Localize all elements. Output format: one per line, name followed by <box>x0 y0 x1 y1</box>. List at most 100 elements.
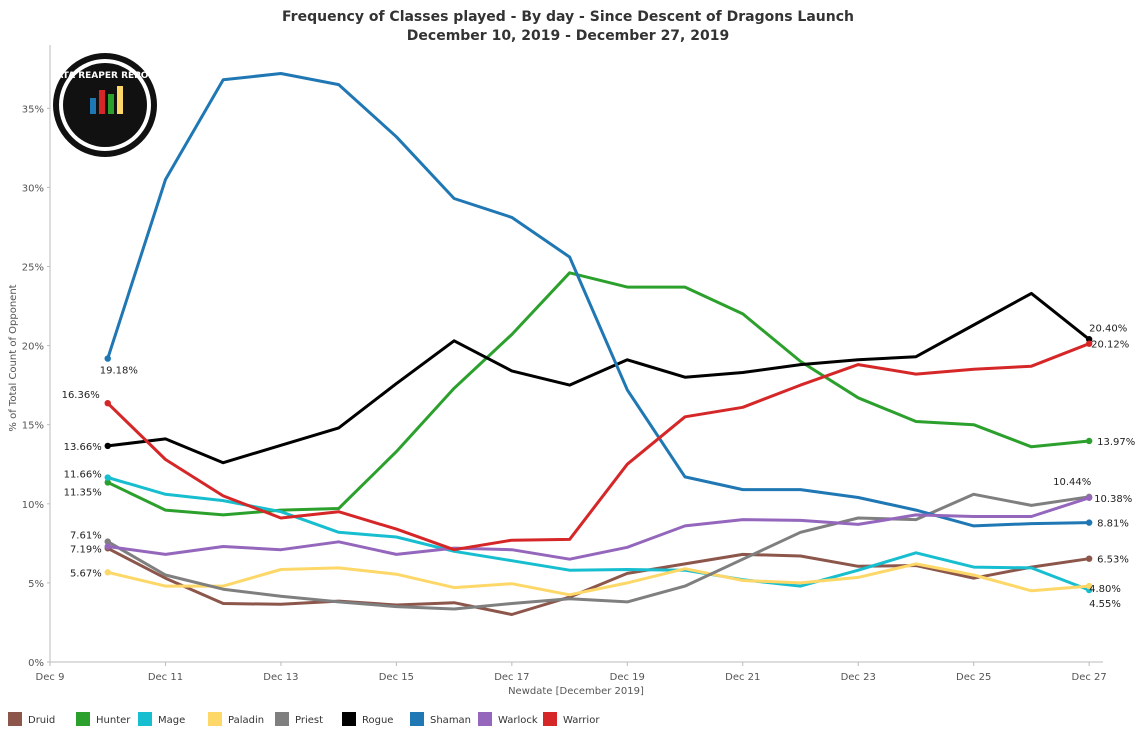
end-value-label-paladin: 4.80% <box>1089 584 1121 595</box>
legend-swatch <box>543 712 557 726</box>
series-end-point-shaman <box>1085 519 1093 526</box>
end-value-label-priest: 10.44% <box>1053 477 1091 488</box>
legend-swatch <box>342 712 356 726</box>
x-tick-label: Dec 21 <box>725 672 760 683</box>
legend-label: Mage <box>158 715 185 726</box>
chart-subtitle: December 10, 2019 - December 27, 2019 <box>407 28 729 44</box>
x-tick-label: Dec 27 <box>1072 672 1107 683</box>
start-value-label-shaman: 19.18% <box>100 366 138 377</box>
legend-label: Priest <box>295 715 323 726</box>
logo-bar-blue <box>90 98 96 114</box>
series-start-point-priest <box>104 538 111 545</box>
legend-swatch <box>410 712 424 726</box>
x-tick-label: Dec 15 <box>379 672 414 683</box>
legend-swatch <box>138 712 152 726</box>
end-value-label-hunter: 13.97% <box>1097 437 1135 448</box>
legend-item-priest: Priest <box>275 712 323 726</box>
y-tick-label: 5% <box>28 579 44 590</box>
start-value-label-hunter: 11.35% <box>64 487 102 498</box>
series-line-rogue <box>107 291 1091 465</box>
series-line-warlock <box>107 496 1090 561</box>
series-layer <box>104 72 1093 616</box>
legend-item-hunter: Hunter <box>76 712 131 726</box>
legend-swatch <box>478 712 492 726</box>
series-line-warrior <box>106 342 1090 552</box>
x-axis-label: Newdate [December 2019] <box>508 686 644 697</box>
series-start-point-hunter <box>104 479 111 486</box>
legend-swatch <box>76 712 90 726</box>
legend-label: Druid <box>28 715 55 726</box>
chart-title: Frequency of Classes played - By day - S… <box>282 9 854 25</box>
start-value-label-mage: 11.66% <box>64 470 102 481</box>
logo-bar-red <box>99 90 105 114</box>
series-end-point-druid <box>1085 555 1093 562</box>
x-tick-label: Dec 23 <box>841 672 876 683</box>
y-tick-label: 25% <box>22 262 44 273</box>
y-tick-label: 20% <box>22 342 44 353</box>
end-value-label-warlock: 10.38% <box>1094 494 1132 505</box>
legend-swatch <box>8 712 22 726</box>
end-value-label-shaman: 8.81% <box>1097 519 1129 530</box>
legend-label: Hunter <box>96 715 131 726</box>
x-tick-label: Dec 13 <box>263 672 298 683</box>
legend-label: Rogue <box>362 715 393 726</box>
y-axis-label: % of Total Count of Opponent <box>8 284 19 431</box>
series-end-point-hunter <box>1085 437 1093 445</box>
legend-item-warrior: Warrior <box>543 712 600 726</box>
series-start-point-warlock <box>104 543 111 550</box>
series-start-point-rogue <box>104 442 111 450</box>
x-tick-label: Dec 25 <box>956 672 991 683</box>
series-end-point-rogue <box>1085 336 1093 343</box>
value-labels: 7.19% 6.53% 11.35% 13.97% 11.66% 4.55% 5.67% 4.… <box>62 323 1136 610</box>
y-tick-label: 15% <box>22 421 44 432</box>
x-axis-ticks: Dec 9 Dec 11 Dec 13 Dec 15 Dec 17 Dec 19 Dec 2… <box>36 662 1107 683</box>
legend-label: Warlock <box>498 715 538 726</box>
logo-text: DATA REAPER REPORT <box>49 71 162 81</box>
x-tick-label: Dec 17 <box>494 672 529 683</box>
end-value-label-rogue: 20.40% <box>1089 323 1127 334</box>
end-value-label-mage: 4.55% <box>1089 599 1121 610</box>
series-start-point-shaman <box>104 355 111 362</box>
legend-item-warlock: Warlock <box>478 712 538 726</box>
legend-item-shaman: Shaman <box>410 712 471 726</box>
start-value-label-warrior: 16.36% <box>62 390 100 401</box>
y-tick-label: 35% <box>22 104 44 115</box>
y-axis-ticks: 0% 5% 10% 15% 20% 25% 30% 35% <box>22 104 50 669</box>
series-line-shaman <box>106 72 1090 528</box>
series-start-point-mage <box>104 474 111 481</box>
series-end-point-warrior <box>1085 340 1093 347</box>
series-start-point-paladin <box>104 569 111 576</box>
legend-swatch <box>275 712 289 726</box>
series-start-point-warrior <box>104 399 111 407</box>
series-line-paladin <box>107 562 1090 597</box>
start-value-label-druid: 7.19% <box>70 544 102 555</box>
data-reaper-logo: DATA REAPER REPORT <box>49 53 162 157</box>
series-end-point-warlock <box>1085 494 1093 501</box>
series-line-hunter <box>107 271 1090 517</box>
series-end-point-paladin <box>1085 582 1093 590</box>
series-line-mage <box>107 476 1090 592</box>
start-value-label-paladin: 5.67% <box>70 568 102 579</box>
legend-swatch <box>208 712 222 726</box>
legend-item-mage: Mage <box>138 712 185 726</box>
legend-item-rogue: Rogue <box>342 712 393 726</box>
y-tick-label: 30% <box>22 183 44 194</box>
logo-bar-yellow <box>117 86 123 114</box>
x-tick-label: Dec 19 <box>610 672 645 683</box>
end-value-label-warrior: 20.12% <box>1091 340 1129 351</box>
y-tick-label: 0% <box>28 658 44 669</box>
legend-item-paladin: Paladin <box>208 712 264 726</box>
legend-label: Shaman <box>430 715 471 726</box>
start-value-label-rogue: 13.66% <box>64 442 102 453</box>
end-value-label-druid: 6.53% <box>1097 555 1129 566</box>
x-tick-label: Dec 11 <box>148 672 183 683</box>
series-line-druid <box>107 546 1090 616</box>
logo-bar-green <box>108 94 114 114</box>
x-tick-label: Dec 9 <box>36 672 65 683</box>
legend-label: Paladin <box>228 715 264 726</box>
legend-item-druid: Druid <box>8 712 55 726</box>
legend-label: Warrior <box>563 715 600 726</box>
start-value-label-priest: 7.61% <box>70 531 102 542</box>
legend: Druid Hunter Mage Paladin Priest Rogue Shaman W… <box>8 712 600 726</box>
